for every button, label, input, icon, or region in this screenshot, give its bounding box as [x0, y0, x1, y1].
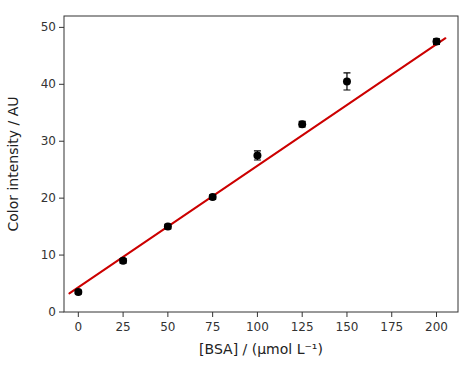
plot-frame	[64, 16, 458, 312]
axes: 0 25 50 75 100 125 150 175 200 0 10 20 30 40 50	[41, 16, 458, 334]
y-tick-label: 0	[48, 305, 56, 319]
x-tick	[302, 312, 303, 317]
x-tick	[212, 312, 213, 317]
x-tick-label: 125	[291, 320, 314, 334]
x-tick-label: 175	[380, 320, 403, 334]
data-point	[433, 38, 441, 46]
x-tick-label: 25	[115, 320, 130, 334]
x-tick-label: 0	[75, 320, 83, 334]
chart: 0 25 50 75 100 125 150 175 200 0 10 20 30 40 50 [BSA] /…	[0, 0, 474, 366]
data-point	[119, 257, 127, 265]
error-bar	[343, 73, 350, 90]
data-point	[74, 288, 82, 296]
y-tick-label: 20	[41, 191, 56, 205]
y-tick-label: 40	[41, 77, 56, 91]
data-point	[164, 223, 172, 231]
y-tick-label: 10	[41, 248, 56, 262]
y-tick	[59, 198, 64, 199]
y-axis-label: Color intensity / AU	[5, 96, 21, 231]
y-tick	[59, 312, 64, 313]
x-tick-label: 200	[425, 320, 448, 334]
x-tick	[78, 312, 79, 317]
data-point	[343, 77, 351, 85]
x-tick	[167, 312, 168, 317]
x-tick	[346, 312, 347, 317]
y-tick	[59, 27, 64, 28]
data-point	[298, 120, 306, 128]
x-tick-label: 50	[160, 320, 175, 334]
fit-line	[69, 38, 445, 293]
plot-background	[64, 16, 458, 312]
error-bar	[254, 151, 261, 160]
x-tick	[257, 312, 258, 317]
x-axis-label: [BSA] / (μmol L⁻¹)	[199, 341, 323, 357]
x-tick	[391, 312, 392, 317]
data-point	[209, 193, 217, 201]
y-tick-label: 30	[41, 134, 56, 148]
y-tick-label: 50	[41, 20, 56, 34]
y-tick	[59, 255, 64, 256]
x-tick-label: 150	[336, 320, 359, 334]
x-tick	[436, 312, 437, 317]
x-tick	[123, 312, 124, 317]
x-tick-label: 100	[246, 320, 269, 334]
x-tick-label: 75	[205, 320, 220, 334]
data-point	[253, 151, 261, 159]
data	[69, 38, 445, 296]
y-tick	[59, 84, 64, 85]
y-tick	[59, 141, 64, 142]
